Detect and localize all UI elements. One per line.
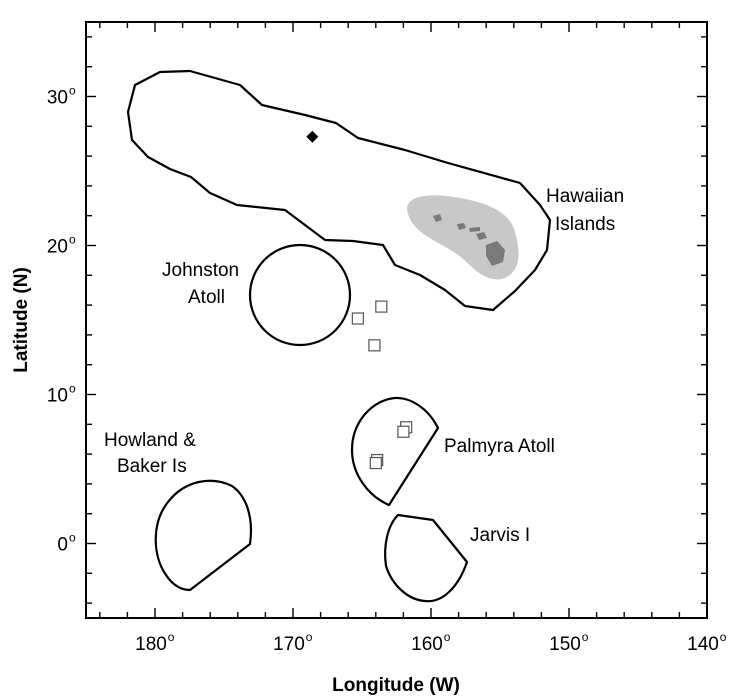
label-howland-line2: Baker Is (117, 456, 187, 477)
x-tick-degree: o (720, 630, 727, 644)
diamond-marker (306, 130, 319, 143)
label-howland-line1: Howland & (104, 430, 196, 451)
x-axis-label: Longitude (W) (332, 675, 460, 696)
label-johnston-line2: Atoll (188, 287, 225, 308)
label-palmyra: Palmyra Atoll (444, 436, 555, 457)
y-tick-degree: o (69, 382, 76, 396)
square-marker (397, 425, 410, 438)
x-tick-degree: o (582, 630, 589, 644)
x-tick-degree: o (168, 630, 175, 644)
hawaiian-eez-boundary (126, 69, 552, 312)
hawaiian-islands (433, 214, 505, 266)
howland-baker-eez-boundary (154, 479, 252, 592)
label-hawaiian-line1: Hawaiian (546, 186, 624, 207)
x-tick-label: 180 (135, 634, 167, 655)
hawaiian-shelf (407, 195, 519, 280)
label-johnston-line1: Johnston (162, 260, 239, 281)
y-tick-label: 0 (57, 535, 68, 556)
y-tick-label: 30 (47, 88, 68, 109)
y-tick-label: 10 (47, 386, 68, 407)
y-tick-degree: o (69, 233, 76, 247)
x-tick-label: 140 (687, 634, 719, 655)
palmyra-eez-boundary (350, 396, 440, 507)
square-marker (375, 300, 388, 313)
island-hawaii (486, 241, 505, 266)
label-jarvis: Jarvis I (470, 525, 530, 546)
x-tick-label: 150 (549, 634, 581, 655)
island-maui (476, 232, 487, 240)
station-markers (306, 130, 413, 470)
label-hawaiian-line2: Islands (555, 214, 615, 235)
map-frame (85, 21, 708, 619)
axis-ticks (86, 22, 707, 618)
x-tick-degree: o (306, 630, 313, 644)
x-tick-label: 160 (411, 634, 443, 655)
square-marker (368, 339, 381, 352)
y-tick-label: 20 (47, 237, 68, 258)
johnston-eez-boundary (248, 243, 352, 347)
island-molokai (469, 227, 480, 232)
y-axis-label: Latitude (N) (11, 267, 32, 373)
tick-labels: 180 o 170 o 160 o 150 o 140 o30 o20 o10 o0 o (47, 84, 727, 656)
x-tick-label: 170 (273, 634, 305, 655)
island-kauai (433, 214, 442, 222)
square-marker (351, 312, 364, 325)
island-oahu (457, 223, 466, 230)
square-marker (369, 456, 382, 470)
jarvis-eez-boundary (384, 513, 469, 603)
x-tick-degree: o (444, 630, 451, 644)
y-tick-degree: o (69, 84, 76, 98)
y-tick-degree: o (69, 531, 76, 545)
